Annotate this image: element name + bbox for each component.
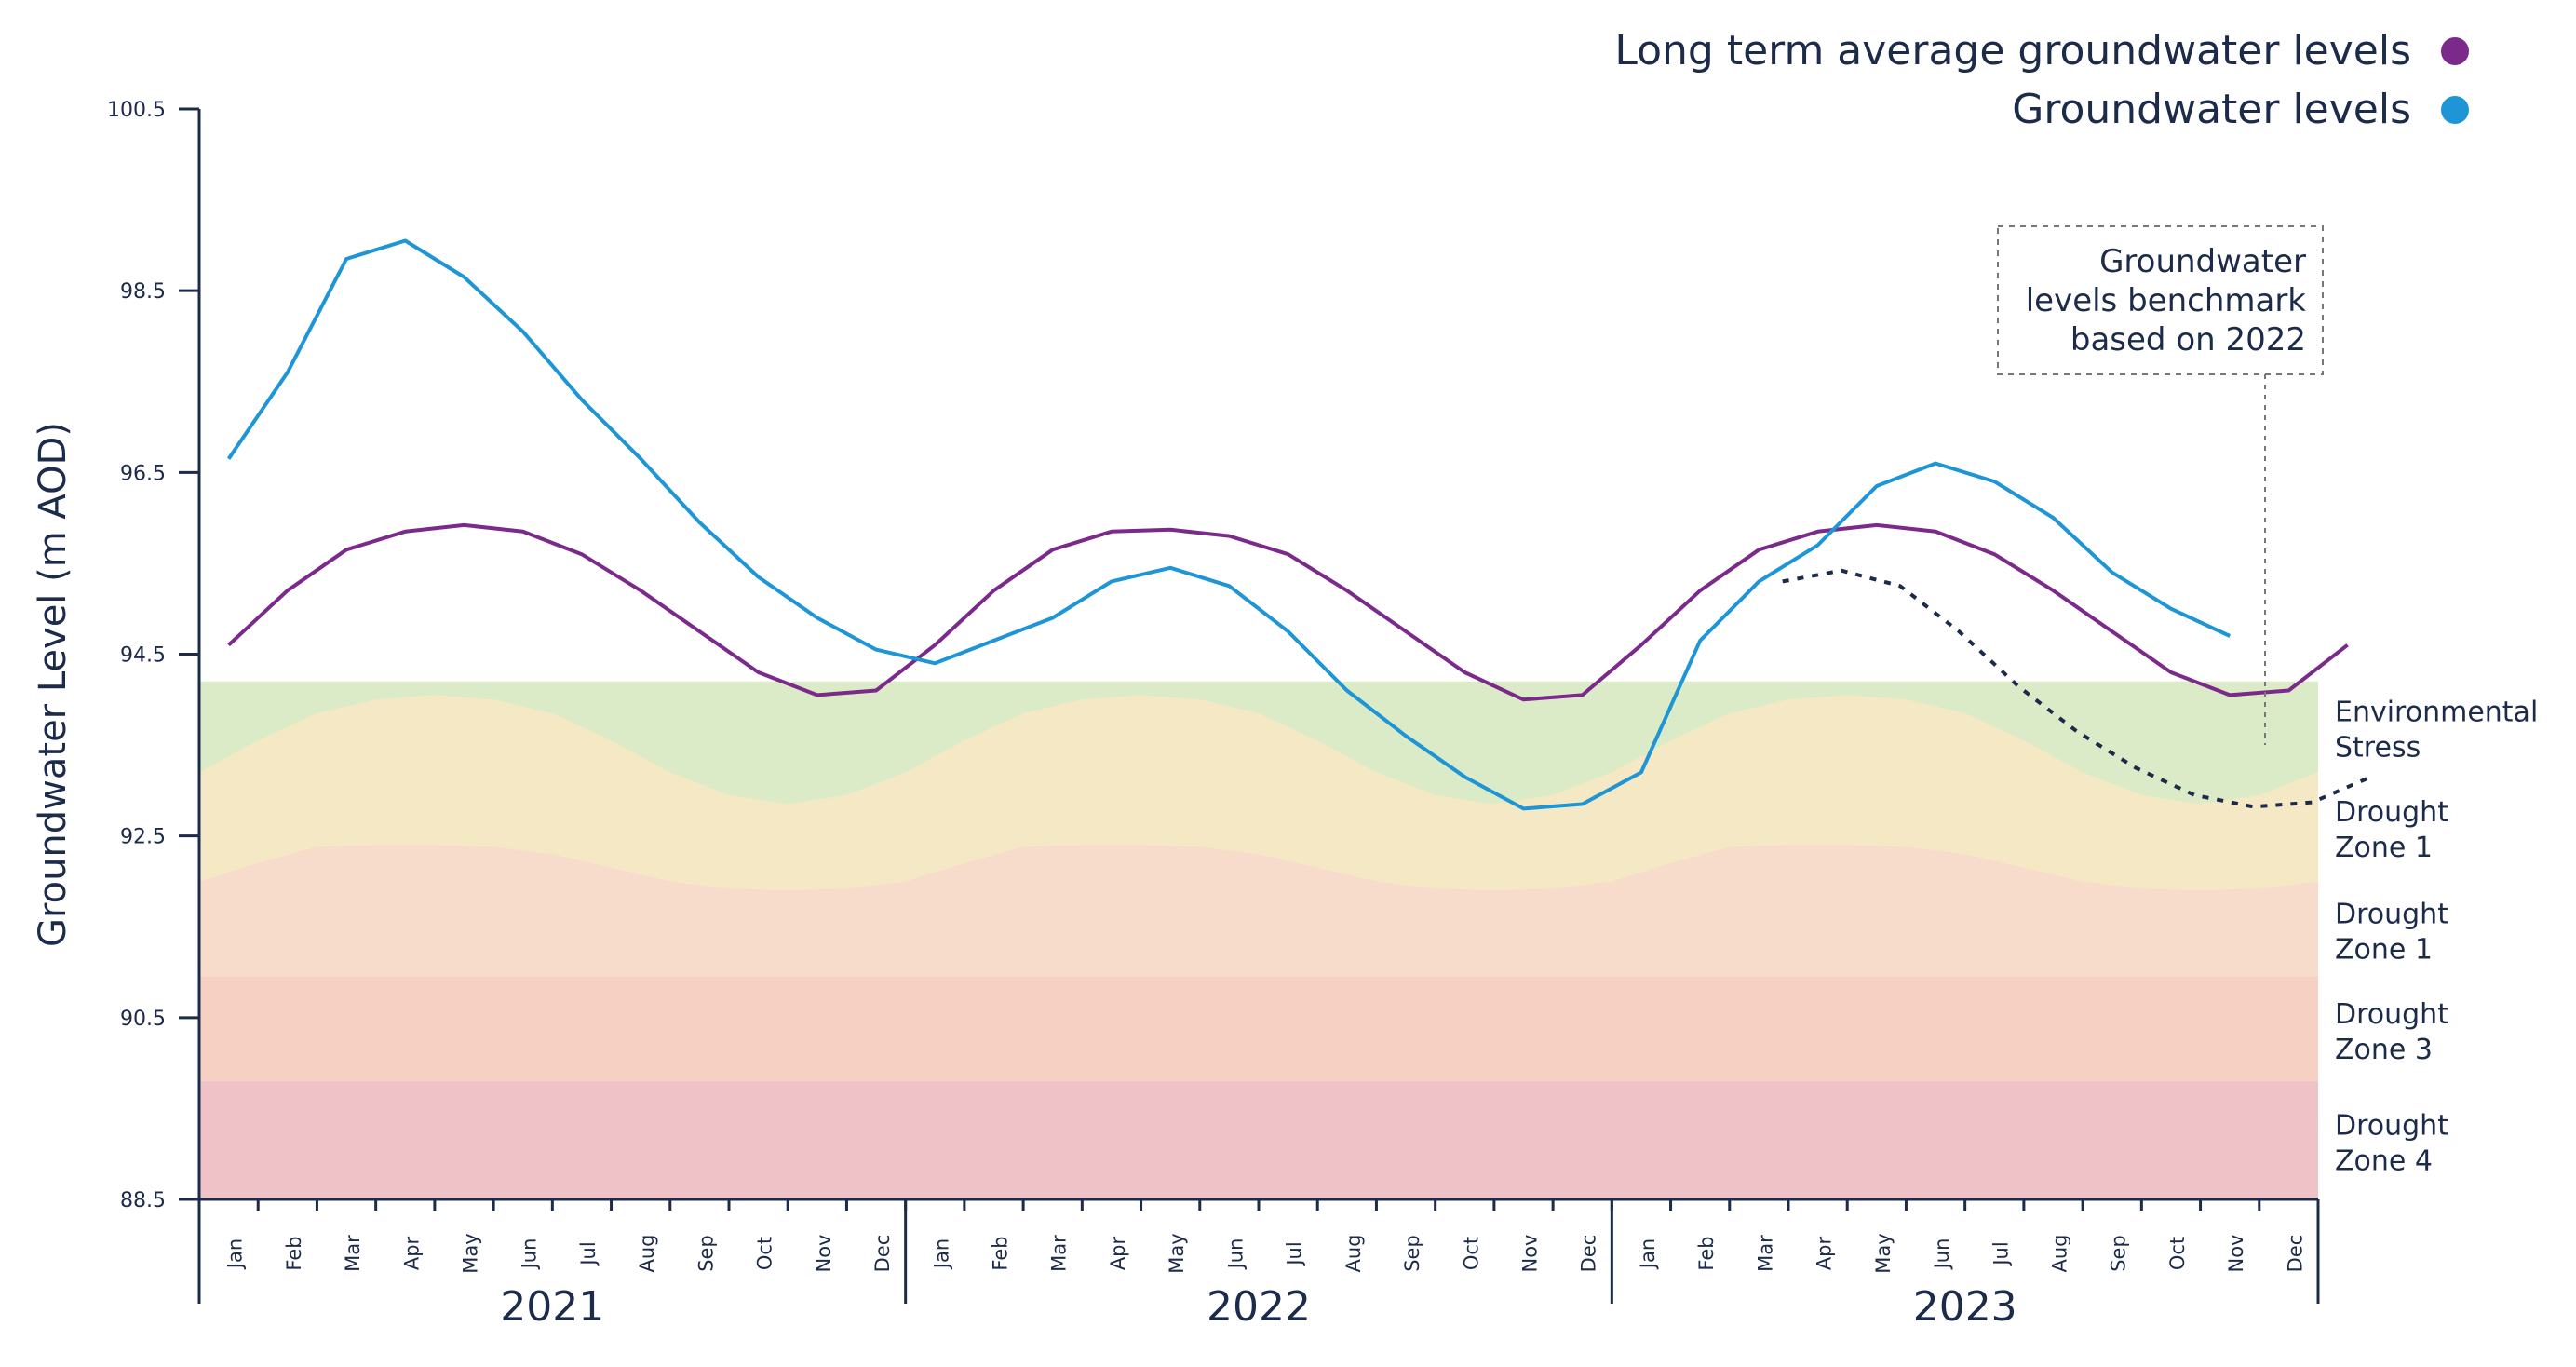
zone-label-3-line-2: Zone 1 [2335,934,2433,967]
month-label-34: Oct [2166,1237,2189,1270]
month-label-32: Aug [2049,1234,2071,1272]
month-label-16: Apr [1107,1236,1129,1270]
y-axis-label: Groundwater Level (m AOD) [32,422,74,947]
month-label-12: Dec [871,1235,894,1273]
zone-label-4-line-2: Zone 3 [2335,1034,2433,1066]
annotation-box [1997,225,2324,375]
y-tick-label-5: 92.5 [120,826,166,849]
zone-label-3-line-1: Drought [2335,899,2448,931]
month-label-35: Nov [2225,1235,2247,1273]
year-label-2023: 2023 [1913,1283,2017,1331]
month-label-9: Sep [695,1235,717,1272]
annotation-line-1: Groundwater [2099,243,2306,280]
month-label-17: May [1166,1233,1188,1273]
month-label-21: Sep [1401,1235,1423,1272]
zone-label-5-line-2: Zone 4 [2335,1145,2433,1178]
zone-label-2-line-2: Zone 1 [2335,832,2433,864]
legend-label-groundwater: Groundwater levels [2012,86,2411,133]
zone-label-4-line-1: Drought [2335,998,2448,1031]
y-tick-label-3: 96.5 [120,462,166,485]
month-label-20: Aug [1342,1234,1365,1272]
month-label-27: Mar [1754,1235,1776,1272]
axes: 100.5 98.5 96.5 94.5 92.5 90.5 88.5 Jan Feb Mar Ap… [107,99,2320,1331]
month-label-10: Oct [754,1237,776,1270]
month-label-7: Jul [577,1241,600,1266]
series-line-2 [226,238,2232,811]
month-label-26: Feb [1695,1236,1718,1270]
month-label-4: Apr [400,1236,423,1270]
legend-label-long-term-average: Long term average groundwater levels [1614,27,2411,74]
y-tick-label-7: 88.5 [120,1189,166,1212]
y-tick-label-1: 100.5 [107,99,166,122]
month-label-14: Feb [990,1236,1012,1270]
zone-band-5 [199,1081,2318,1199]
zone-label-1-line-1: Environmental [2335,697,2538,729]
month-label-1: Jan [224,1238,247,1270]
month-label-33: Sep [2108,1235,2130,1272]
month-label-18: Jun [1224,1238,1247,1271]
month-label-3: Mar [342,1235,364,1272]
month-label-31: Jul [1989,1241,2012,1266]
zone-label-5-line-1: Drought [2335,1110,2448,1143]
y-tick-label-6: 90.5 [120,1008,166,1031]
year-label-2022: 2022 [1207,1283,1311,1331]
zone-label-1-line-2: Stress [2335,732,2421,765]
benchmark-annotation: Groundwater levels benchmark based on 20… [1997,225,2324,745]
month-label-11: Nov [813,1235,835,1273]
y-tick-label-4: 94.5 [120,644,166,668]
month-label-30: Jun [1931,1238,1953,1271]
month-label-23: Nov [1519,1235,1542,1273]
month-label-25: Jan [1637,1238,1659,1270]
series-line-1 [227,522,2349,702]
annotation-line-2: levels benchmark [2026,282,2307,319]
month-label-5: May [460,1233,482,1273]
month-label-28: Apr [1814,1236,1836,1270]
month-label-19: Jul [1284,1241,1306,1266]
month-label-13: Jan [930,1238,952,1270]
y-tick-label-2: 98.5 [120,280,166,304]
month-label-15: Mar [1048,1235,1071,1272]
series-lines [226,238,2372,811]
month-label-29: May [1872,1233,1895,1273]
month-label-36: Dec [2284,1235,2306,1273]
zone-label-2-line-1: Drought [2335,796,2448,829]
drought-zone-bands [199,681,2318,1199]
month-label-22: Oct [1460,1237,1482,1270]
legend: Long term average groundwater levels Gro… [1614,27,2469,133]
legend-dot-blue-icon [2441,96,2469,124]
annotation-line-3: based on 2022 [2070,321,2306,359]
month-label-8: Aug [636,1234,658,1272]
month-label-2: Feb [283,1236,305,1270]
legend-dot-purple-icon [2441,37,2469,65]
month-label-24: Dec [1578,1235,1600,1273]
year-label-2021: 2021 [500,1283,604,1331]
month-label-6: Jun [519,1238,541,1271]
